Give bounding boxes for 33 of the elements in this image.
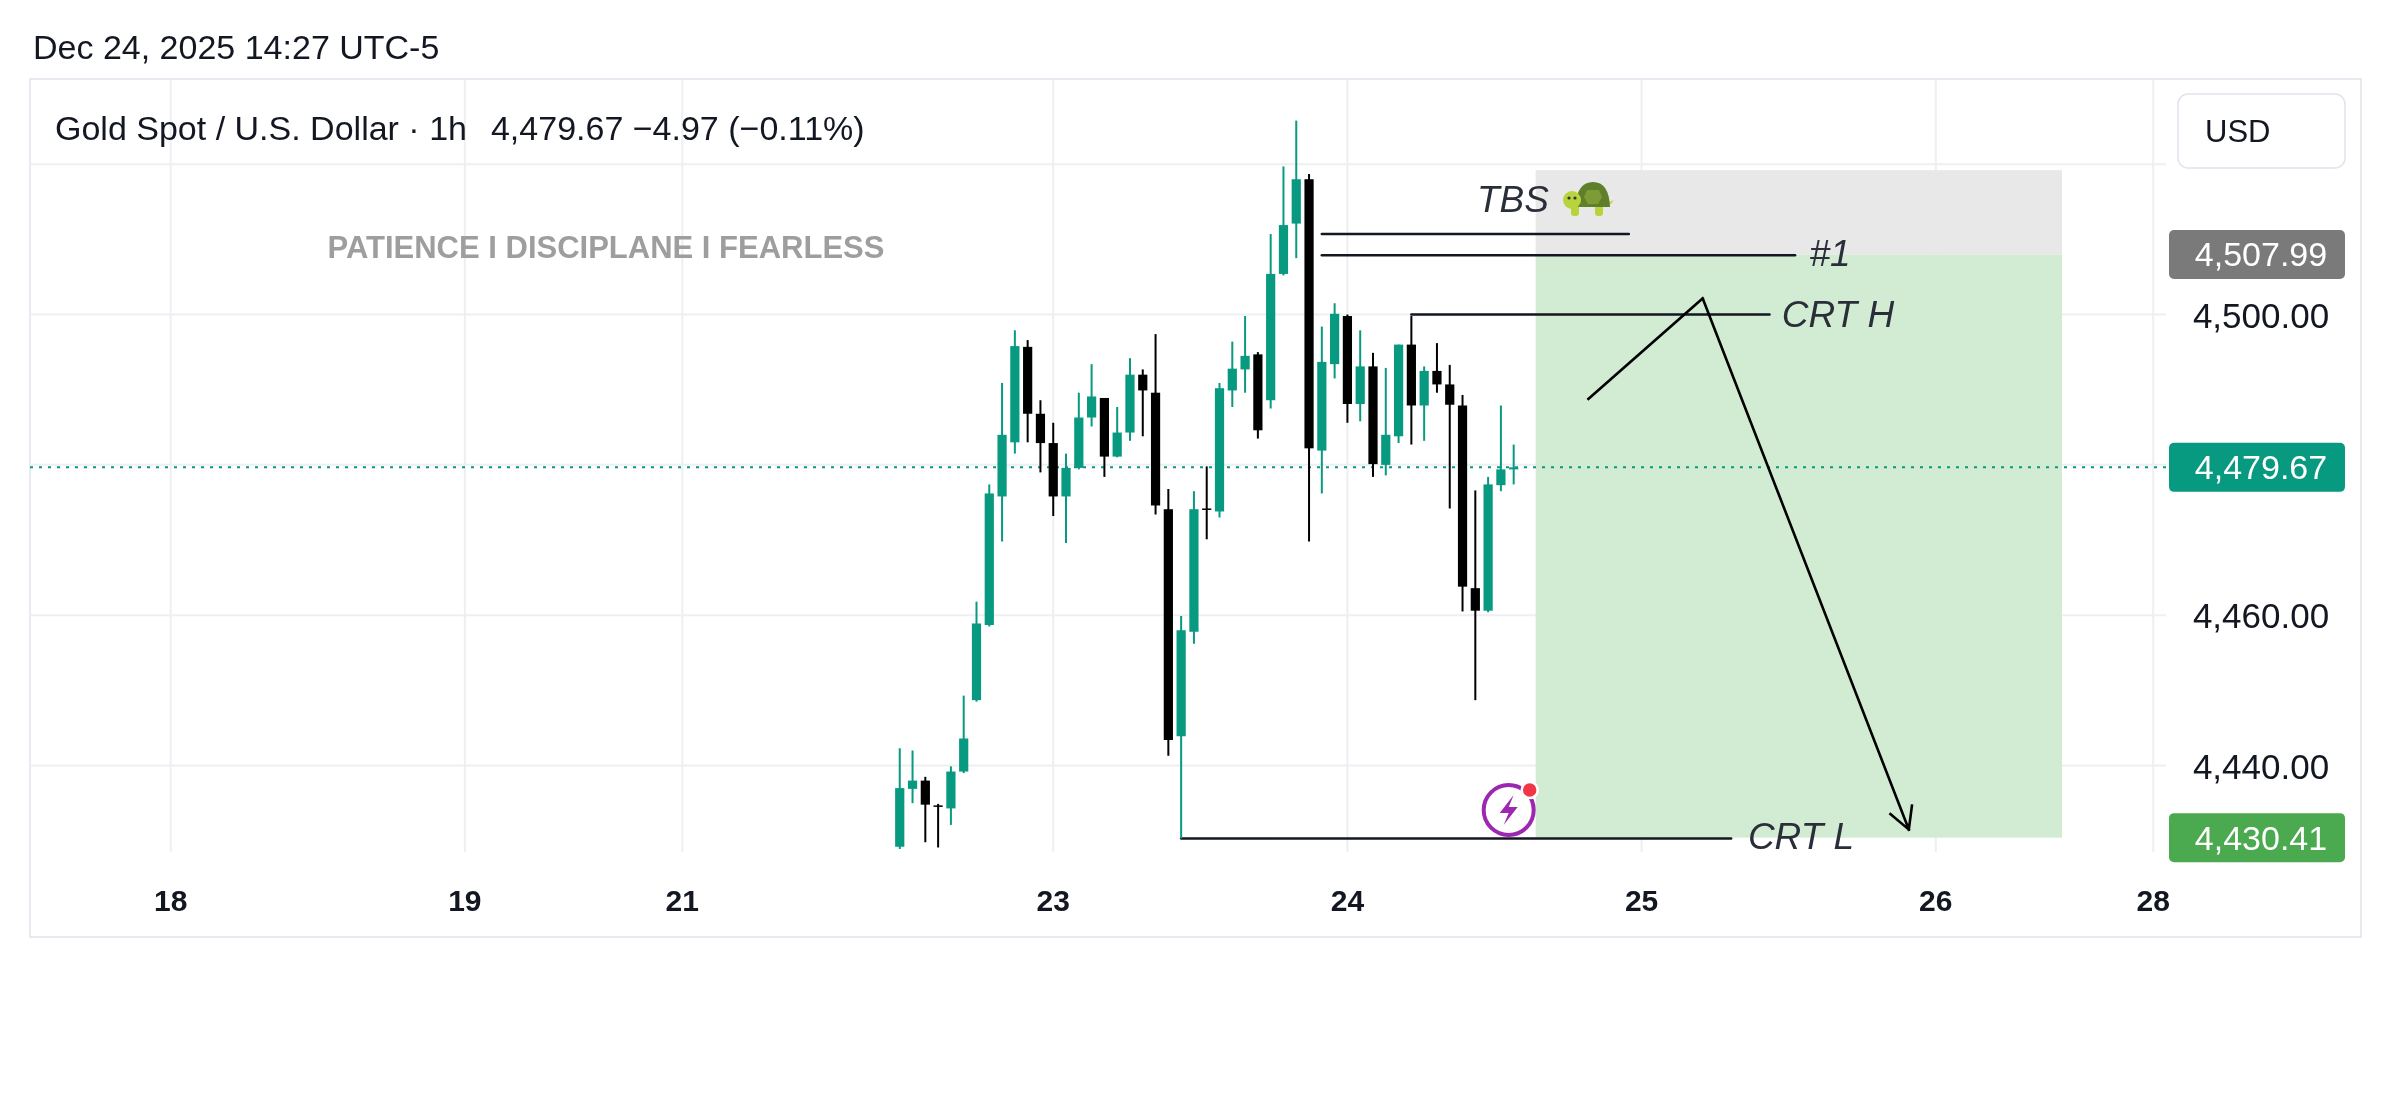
y-tick-label: 4,430.41 [2194, 818, 2328, 857]
candlestick [1138, 368, 1148, 438]
ref-line-label: 4,479.67 [2194, 448, 2328, 487]
x-tick-label: 18 [154, 883, 188, 917]
annotation: CRT L [1747, 815, 1855, 857]
candlestick [1240, 315, 1250, 394]
x-tick-label: 19 [448, 883, 482, 917]
candlestick [933, 802, 943, 849]
candlestick [1087, 363, 1097, 428]
text: 4,479.67 −4.97 (−0.11%) [490, 109, 865, 147]
y-axis-title: USD [2205, 113, 2271, 149]
x-tick-label: 21 [665, 883, 699, 917]
candlestick [1227, 340, 1237, 408]
text: Gold Spot / U.S. Dollar · 1h [55, 109, 467, 147]
annotation: TBS [1477, 178, 1550, 220]
text: Dec 24, 2025 14:27 UTC-5 [33, 28, 440, 66]
y-tick-label: 4,507.99 [2194, 235, 2328, 274]
y-tick-label: 4,440.00 [2192, 746, 2330, 786]
candlestick [1202, 465, 1212, 541]
candlestick [1445, 363, 1455, 510]
x-tick-label: 25 [1624, 883, 1659, 917]
candlestick [1470, 489, 1480, 702]
annotation: CRT H [1781, 293, 1895, 335]
annotation: #1 [1809, 232, 1851, 274]
y-tick-label: 4,500.00 [2192, 295, 2330, 335]
x-tick-label: 26 [1919, 883, 1953, 917]
x-tick-label: 23 [1036, 883, 1070, 917]
annotation: PATIENCE I DISCIPLANE I FEARLESS [327, 229, 885, 265]
candlestick [907, 749, 918, 805]
x-tick-label: 28 [2136, 883, 2170, 917]
candlestick [1432, 342, 1442, 394]
y-tick-label: 4,460.00 [2192, 595, 2330, 635]
x-tick-label: 24 [1330, 883, 1365, 917]
